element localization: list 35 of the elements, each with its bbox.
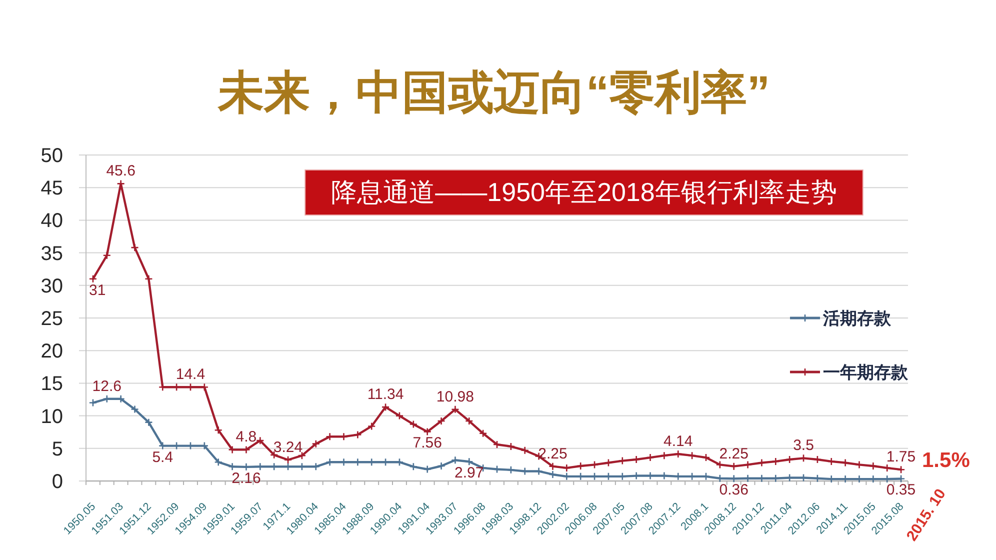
y-tick-label: 10: [40, 406, 63, 428]
chart-title: 未来，中国或迈向“零利率”: [217, 66, 770, 118]
y-tick-label: 40: [40, 210, 63, 232]
data-label: 0.35: [886, 482, 916, 499]
y-tick-label: 50: [40, 145, 63, 167]
data-label: 3.5: [793, 437, 814, 454]
legend-label: 活期存款: [822, 309, 892, 328]
data-label: 2.16: [232, 470, 261, 487]
data-label: 2.25: [538, 445, 568, 462]
y-tick-label: 35: [40, 242, 63, 265]
y-tick-label: 45: [40, 178, 63, 200]
y-tick-label: 0: [52, 471, 63, 493]
text: 降息通道——1950年至2018年银行利率走势: [331, 177, 837, 207]
legend-label: 一年期存款: [823, 363, 909, 382]
data-label: 10.98: [436, 388, 474, 406]
data-label: 2.97: [454, 464, 484, 482]
data-label: 2.25: [719, 445, 748, 462]
data-label: 14.4: [176, 366, 206, 384]
text: 1.5%: [922, 449, 970, 472]
data-label: 1.75: [886, 448, 916, 466]
y-tick-label: 5: [52, 438, 63, 460]
data-label: 11.34: [367, 386, 404, 404]
data-label: 7.56: [412, 434, 442, 452]
y-tick-label: 15: [40, 373, 63, 396]
data-label: 3.24: [273, 438, 303, 456]
data-label: 12.6: [92, 378, 122, 395]
data-label: 4.8: [236, 428, 257, 446]
data-label: 31: [89, 282, 106, 299]
y-tick-label: 30: [40, 275, 63, 298]
data-label: 45.6: [106, 162, 136, 180]
data-label: 5.4: [152, 448, 174, 466]
y-tick-label: 20: [40, 340, 63, 363]
data-label: 4.14: [664, 433, 693, 450]
y-tick-label: 25: [40, 308, 63, 330]
data-label: 0.36: [719, 482, 748, 499]
